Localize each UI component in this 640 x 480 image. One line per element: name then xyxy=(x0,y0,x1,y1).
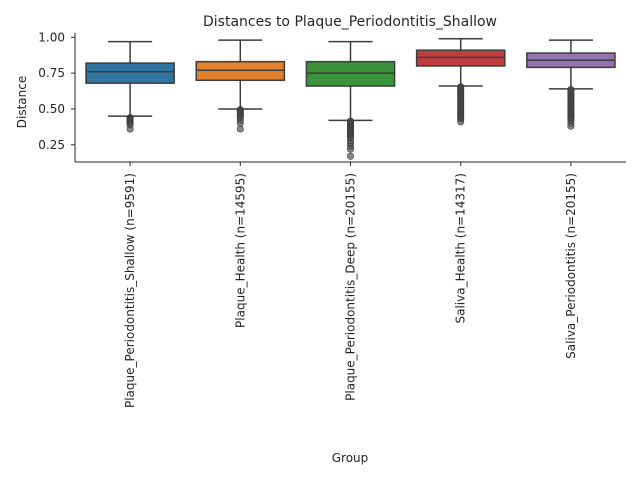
x-tick-label: Plaque_Health (n=14595) xyxy=(233,173,247,328)
outlier-point xyxy=(126,125,134,133)
box-group xyxy=(85,40,175,133)
box-group xyxy=(305,40,396,160)
x-tick-label: Plaque_Periodontitis_Deep (n=20155) xyxy=(344,173,358,401)
x-axis-ticks: Plaque_Periodontitis_Shallow (n=9591) Pla… xyxy=(123,162,578,408)
box-group xyxy=(415,37,506,126)
outlier-point xyxy=(236,125,244,133)
box-rect xyxy=(85,62,175,84)
y-axis-ticks: 0.25 0.50 0.75 1.00 xyxy=(38,30,75,152)
x-tick-label: Saliva_Health (n=14317) xyxy=(454,173,468,324)
box-group xyxy=(195,39,286,133)
x-tick-label: Saliva_Periodontitis (n=20155) xyxy=(564,173,578,359)
outlier-point xyxy=(346,152,354,160)
y-axis-label: Distance xyxy=(15,76,29,128)
chart-title: Distances to Plaque_Periodontitis_Shallo… xyxy=(203,14,497,30)
y-tick-label: 0.50 xyxy=(38,102,65,116)
y-tick-label: 0.75 xyxy=(38,66,65,80)
y-tick-label: 0.25 xyxy=(38,138,65,152)
outlier-point xyxy=(567,122,575,130)
plot-area xyxy=(85,37,616,160)
y-tick-label: 1.00 xyxy=(38,30,65,44)
box-group xyxy=(526,39,616,130)
x-tick-label: Plaque_Periodontitis_Shallow (n=9591) xyxy=(123,173,137,408)
x-axis-label: Group xyxy=(332,451,369,465)
outlier-point xyxy=(346,145,354,153)
outlier-point xyxy=(457,118,465,126)
